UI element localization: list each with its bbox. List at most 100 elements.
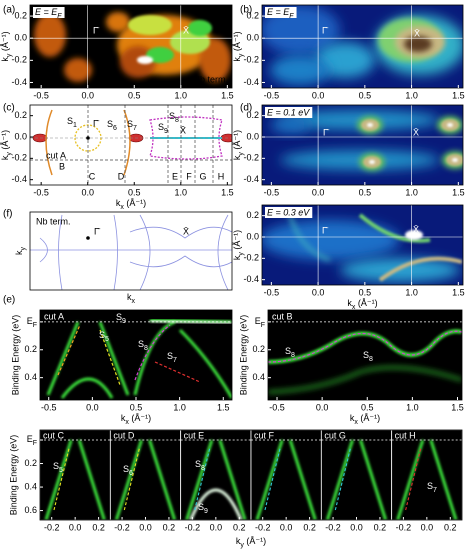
band: [148, 439, 177, 520]
annotation: S5: [53, 461, 63, 474]
x-tick-label: 1.5: [452, 187, 465, 197]
panel-image: [391, 430, 462, 520]
y-axis-label: Binding Energy (eV): [10, 315, 20, 396]
y-tick-label: 0.0: [14, 33, 27, 43]
band: [149, 116, 223, 160]
annotation-part: 1: [73, 122, 77, 129]
y-tick-label: -0.4: [11, 174, 27, 184]
intensity: [146, 47, 174, 63]
band: [46, 321, 80, 396]
y-tick-label: 0.2: [246, 210, 259, 220]
panel-background: [30, 212, 232, 290]
band: [185, 439, 214, 520]
y-axis-label-part: y: [20, 247, 27, 251]
band: [44, 439, 73, 520]
panel-image: [268, 310, 462, 400]
x-tick-label: 1.5: [452, 90, 465, 100]
x-axis-label-part: k: [121, 413, 126, 423]
gamma-point: [86, 236, 90, 240]
y-tick-label: 0.0: [246, 33, 259, 43]
row-frame: [39, 429, 463, 521]
y-tick-label: 0.4: [24, 481, 37, 491]
cut-label: cut D: [113, 430, 135, 440]
y-tick-label: EF: [27, 316, 37, 329]
cut-label: cut A: [44, 311, 64, 321]
band: [134, 324, 171, 381]
annotation: S7: [127, 119, 137, 132]
annotation-part: S: [195, 459, 201, 469]
x-tick-label: 0.0: [81, 90, 94, 100]
y-tick-label-part: E: [255, 316, 261, 326]
y-tick-label: 0.0: [246, 231, 259, 241]
band: [264, 447, 281, 511]
legend-part: E = E: [267, 7, 290, 17]
x-tick-label: -0.2: [396, 522, 412, 532]
intensity: [405, 230, 423, 240]
annotation-part: S: [107, 119, 113, 129]
annotation-part: S: [167, 351, 173, 361]
panel-label: (e): [3, 295, 15, 306]
y-tick-label: EF: [27, 434, 37, 447]
annotation-part: 9: [204, 508, 208, 515]
annotation-part: 8: [291, 352, 295, 359]
x-axis-label-part: k: [347, 298, 352, 308]
x-tick-label: 1.0: [173, 402, 186, 412]
annotation-part: 9: [164, 128, 168, 135]
y-axis-label-part: (Å⁻¹): [232, 31, 242, 53]
band: [149, 320, 232, 324]
x-tick-label: 0.0: [312, 187, 325, 197]
annotation-part: 8: [369, 356, 373, 363]
annotation: E: [172, 171, 178, 181]
band: [288, 439, 317, 520]
band: [45, 109, 53, 176]
x-axis-label: kx (Å⁻¹): [350, 413, 380, 426]
y-axis-label: ky: [14, 247, 27, 256]
annotation-part: S: [138, 339, 144, 349]
y-tick-label: 0.2: [252, 344, 265, 354]
intensity: [315, 42, 375, 78]
panel-image: [30, 5, 232, 88]
y-axis-label-part: k: [232, 255, 242, 260]
annotation-part: S: [158, 122, 164, 132]
x-tick-label: 0.5: [128, 90, 141, 100]
gamma-label: Γ̄: [93, 25, 100, 35]
band: [60, 377, 114, 399]
y-tick-label: 0.2: [246, 10, 259, 20]
intensity: [270, 117, 310, 133]
x-tick-label: 0.0: [312, 287, 325, 297]
y-axis-label: ky (Å⁻¹): [0, 130, 13, 160]
annotation-part: 6: [129, 470, 133, 477]
x-axis-label-part: k: [127, 292, 132, 302]
y-axis-label: Binding Energy (eV): [8, 435, 18, 516]
x-tick-label: -0.2: [255, 522, 271, 532]
y-tick-label: -0.2: [11, 55, 27, 65]
x-point-label: X̄: [413, 224, 419, 234]
panel-image: [262, 105, 463, 185]
panel-frame: [29, 104, 233, 186]
y-tick-label: 0.2: [14, 10, 27, 20]
x-tick-label: 0.5: [359, 287, 372, 297]
y-tick-label-part: F: [33, 322, 37, 329]
x-tick-label: 0.5: [130, 402, 143, 412]
y-axis-label-part: y: [238, 152, 245, 156]
annotation-part: S: [99, 330, 105, 340]
annotation: S9: [198, 502, 208, 515]
y-axis-label-part: y: [238, 53, 245, 57]
x-tick-label: 1.0: [175, 187, 188, 197]
y-tick-label-part: E: [27, 316, 33, 326]
band: [129, 255, 232, 268]
band: [334, 447, 352, 511]
y-axis-label: Binding Energy (eV): [238, 315, 248, 396]
band: [218, 439, 247, 520]
panel-label: (b): [240, 5, 252, 16]
x-tick-label: 0.0: [139, 522, 152, 532]
y-axis-label-part: (Å⁻¹): [232, 130, 242, 152]
panel-label: (d): [240, 103, 252, 114]
y-tick-label: 0.6: [24, 505, 37, 515]
gamma-label: Γ̄: [323, 127, 330, 137]
x-tick-label: 1.5: [221, 187, 234, 197]
x-tick-label: -0.5: [264, 287, 280, 297]
cut-label: cut H: [395, 430, 416, 440]
